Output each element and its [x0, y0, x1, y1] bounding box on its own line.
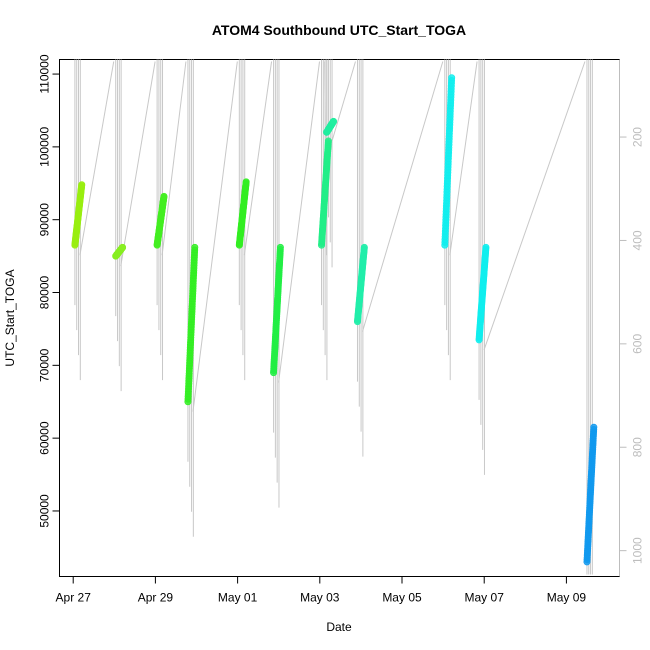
- data-point: [324, 137, 332, 145]
- x-tick-label: May 09: [547, 591, 587, 605]
- data-point: [360, 243, 368, 251]
- plot-frame: [59, 59, 620, 577]
- y-tick-label: 80000: [38, 276, 52, 310]
- data-point: [242, 178, 250, 186]
- x-axis: Apr 27 Apr 29 May 01 May 03 May 05 May 07 May …: [56, 576, 587, 605]
- y-tick-label: 70000: [38, 348, 52, 382]
- y-tick-label: 60000: [38, 421, 52, 455]
- trace-link: [278, 61, 321, 383]
- y2-tick-label: 600: [631, 334, 645, 354]
- data-point: [191, 243, 199, 251]
- trace-link: [483, 61, 586, 351]
- y2-tick-label: 800: [631, 437, 645, 457]
- secondary-y-axis: 200 400 600 800 1000: [619, 59, 645, 577]
- x-tick-label: May 03: [300, 591, 340, 605]
- data-point: [590, 423, 598, 431]
- trace-link: [362, 61, 444, 332]
- y2-tick-label: 400: [631, 230, 645, 250]
- x-tick-label: Apr 29: [138, 591, 174, 605]
- y-tick-label: 110000: [38, 54, 52, 93]
- y-tick-label: 50000: [38, 494, 52, 528]
- trace-link: [161, 61, 187, 256]
- data-point: [160, 192, 168, 200]
- trace-link: [331, 61, 356, 143]
- data-point: [448, 74, 456, 82]
- x-tick-label: May 07: [465, 591, 505, 605]
- data-point: [119, 243, 127, 251]
- x-tick-label: May 05: [382, 591, 422, 605]
- trace-link: [243, 61, 273, 256]
- y2-tick-label: 200: [631, 127, 645, 147]
- data-point: [482, 243, 490, 251]
- x-tick-label: Apr 27: [56, 591, 92, 605]
- x-tick-label: May 01: [218, 591, 258, 605]
- trace-link: [192, 61, 238, 412]
- chart-title: ATOM4 Southbound UTC_Start_TOGA: [212, 22, 466, 38]
- y-tick-label: 100000: [38, 127, 52, 167]
- trace-link: [449, 61, 478, 256]
- data-point: [276, 243, 284, 251]
- trace-lines: [74, 59, 593, 575]
- trace-link: [120, 61, 156, 267]
- data-marks: [71, 74, 598, 566]
- data-point: [330, 117, 338, 125]
- trace-link: [79, 61, 115, 256]
- y-tick-label: 90000: [38, 203, 52, 237]
- y-axis-label: UTC_Start_TOGA: [3, 269, 17, 366]
- data-point: [78, 181, 86, 189]
- y2-tick-label: 1000: [631, 537, 645, 564]
- y-axis: 50000 60000 70000 80000 90000 100000 110000: [38, 54, 60, 528]
- x-axis-label: Date: [326, 620, 352, 634]
